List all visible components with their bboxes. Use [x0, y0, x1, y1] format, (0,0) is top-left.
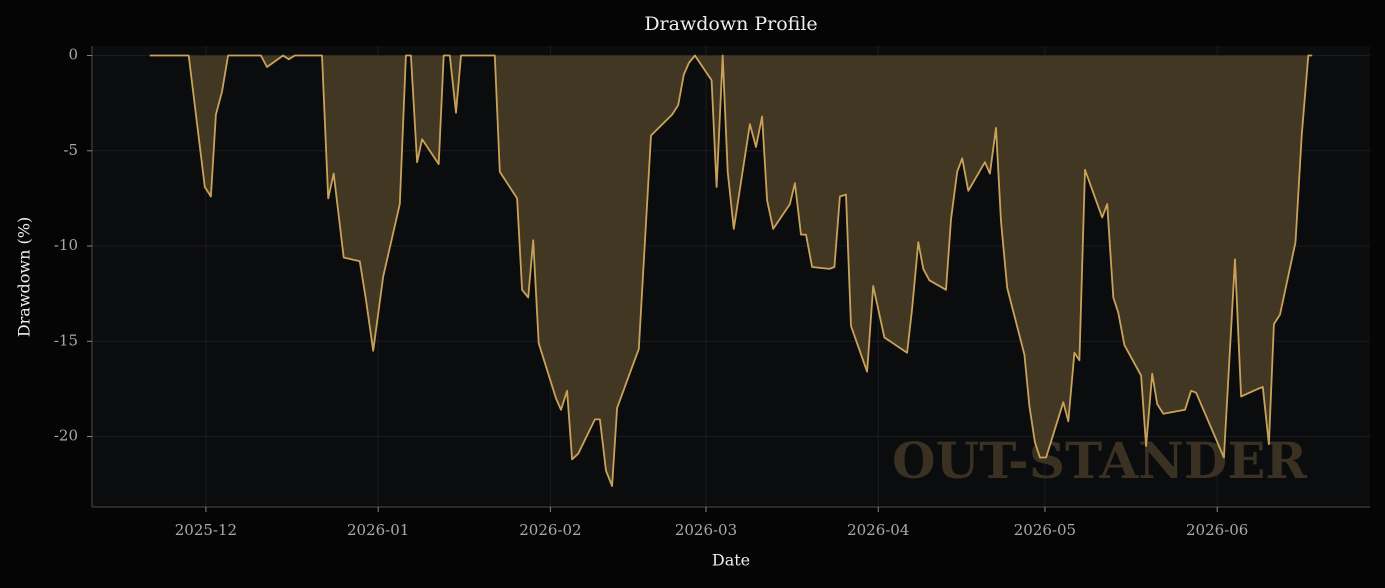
x-tick-label: 2026-06	[1186, 521, 1248, 539]
x-axis-label: Date	[712, 551, 750, 570]
drawdown-area	[149, 55, 1313, 486]
x-tick-label: 2026-01	[347, 521, 409, 539]
marks	[149, 54, 1313, 487]
y-tick-label: -5	[63, 141, 78, 159]
y-tick-label: -15	[54, 331, 78, 349]
y-tick-label: 0	[68, 46, 78, 64]
y-tick-label: -10	[54, 236, 78, 254]
x-tick-label: 2026-05	[1014, 521, 1076, 539]
chart-title: Drawdown Profile	[644, 13, 817, 35]
drawdown-line	[149, 54, 1313, 487]
x-tick-label: 2026-02	[519, 521, 581, 539]
x-tick-label: 2026-04	[847, 521, 909, 539]
y-tick-label: -20	[54, 427, 78, 445]
x-tick-label: 2025-12	[175, 521, 237, 539]
x-tick-label: 2026-03	[675, 521, 737, 539]
y-axis-label: Drawdown (%)	[15, 217, 34, 337]
watermark: OUT-STANDER	[892, 431, 1307, 490]
ticks: 0 -5 -10 -15 -20 2025-12 2026-01 2026-02 2026-03…	[54, 46, 1249, 539]
